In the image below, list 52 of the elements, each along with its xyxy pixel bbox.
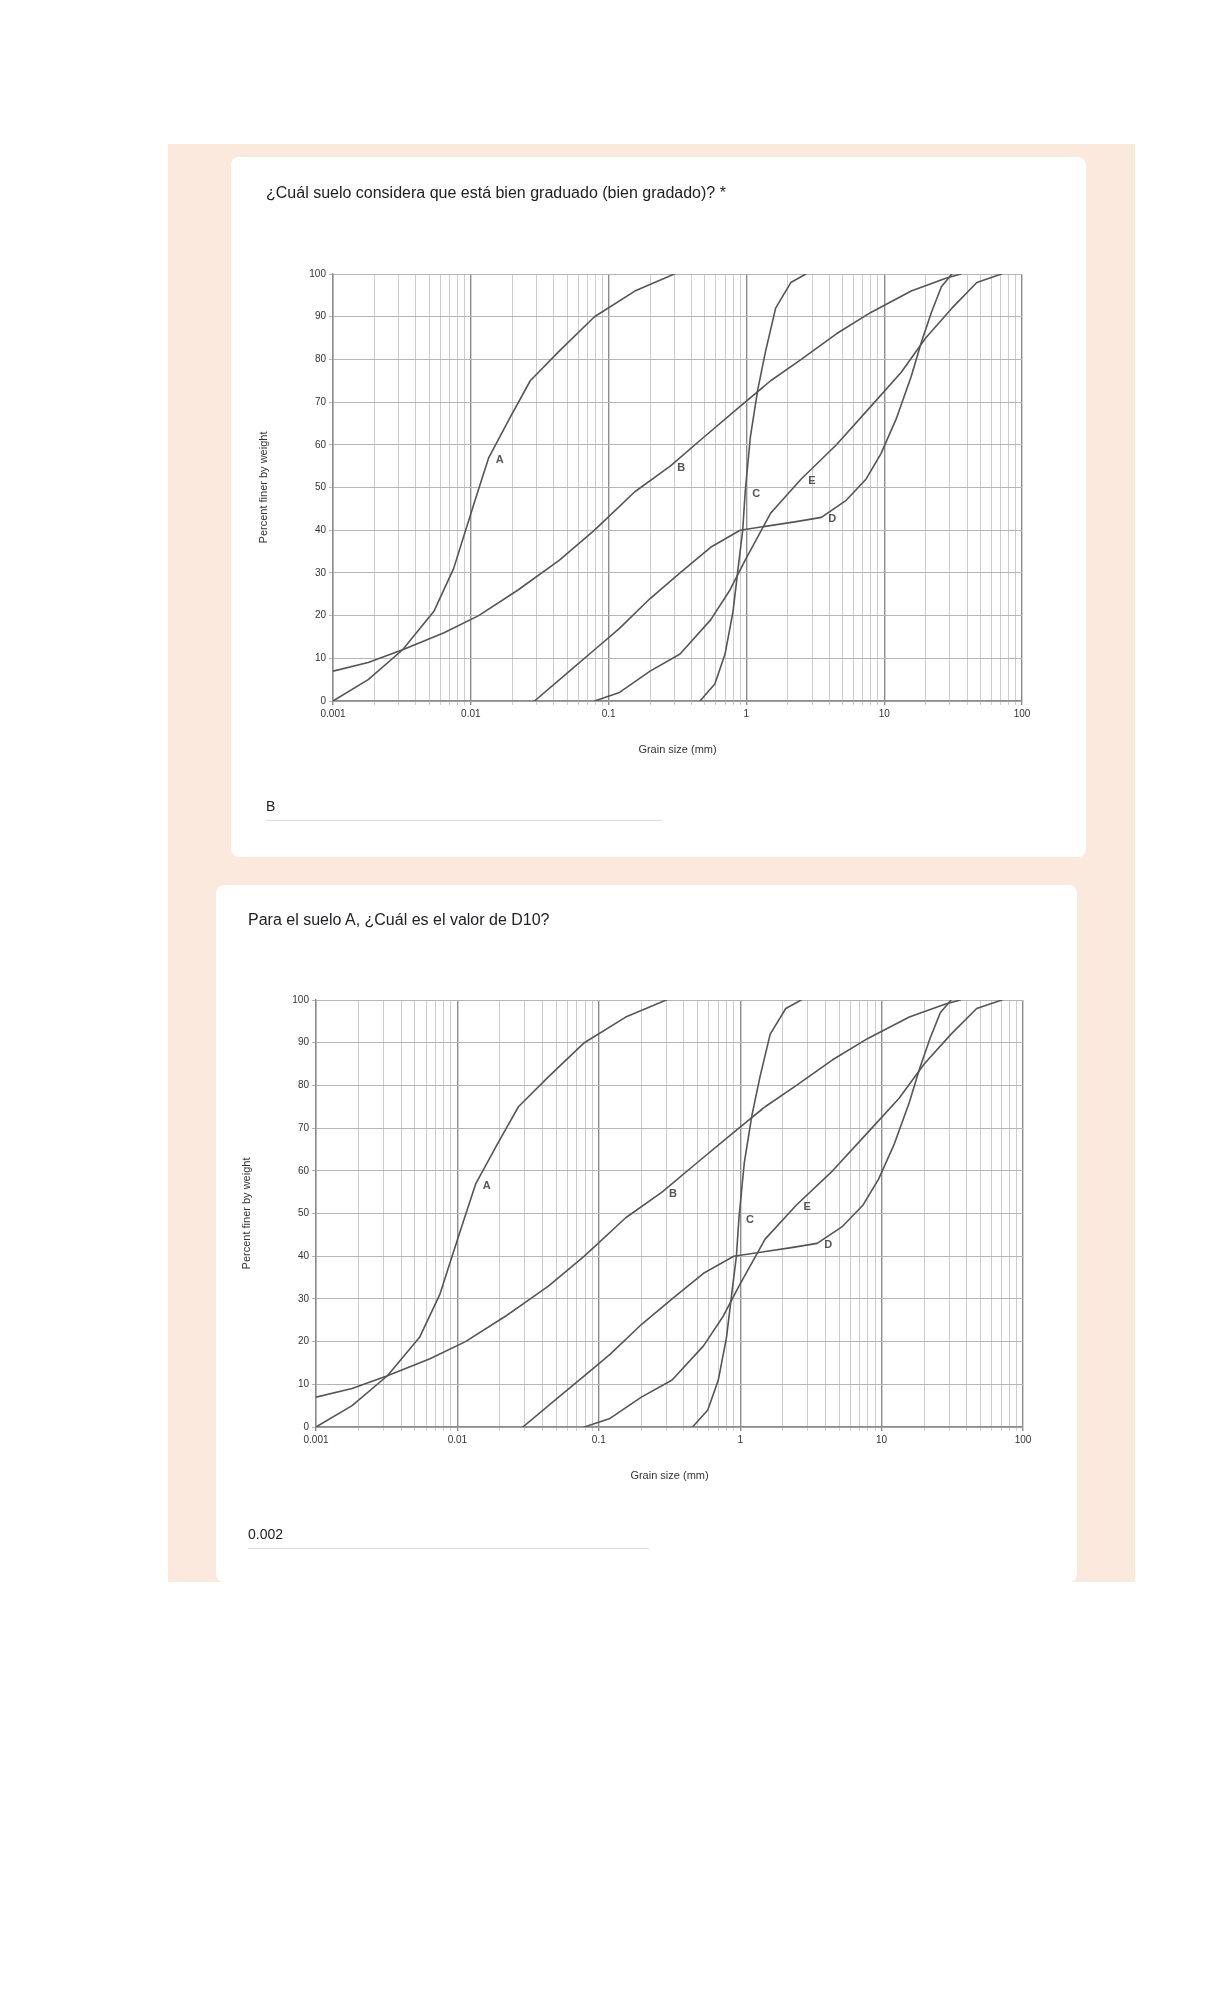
x-tick-label: 0.1 bbox=[601, 707, 616, 719]
series-label: A bbox=[482, 1178, 491, 1191]
series-label: C bbox=[745, 1212, 754, 1225]
y-tick-label: 30 bbox=[314, 566, 327, 578]
y-tick-label: 70 bbox=[297, 1121, 310, 1133]
x-tick-label: 0.1 bbox=[591, 1433, 607, 1445]
x-tick-label: 0.01 bbox=[447, 1433, 468, 1445]
y-tick-label: 10 bbox=[297, 1378, 310, 1390]
y-tick-label: 30 bbox=[297, 1292, 310, 1304]
y-tick-label: 40 bbox=[314, 523, 327, 535]
y-tick-label: 20 bbox=[314, 609, 327, 621]
series-label: C bbox=[752, 486, 761, 499]
y-tick-label: 0 bbox=[303, 1420, 310, 1432]
y-tick-label: 20 bbox=[297, 1335, 310, 1347]
x-axis-title: Grain size (mm) bbox=[630, 1469, 709, 1482]
y-tick-label: 0 bbox=[320, 694, 327, 706]
x-tick-label: 0.001 bbox=[303, 1433, 329, 1445]
y-tick-label: 10 bbox=[314, 652, 327, 664]
x-tick-label: 0.001 bbox=[320, 707, 346, 719]
chart-title: Para el suelo A, ¿Cuál es el valor de D10? bbox=[248, 911, 550, 929]
y-tick-label: 70 bbox=[314, 395, 327, 407]
chart-title: ¿Cuál suelo considera que está bien graduado (bien gradado)? * bbox=[266, 184, 726, 202]
y-axis-title: Percent finer by weight bbox=[239, 1157, 252, 1270]
series-label: B bbox=[677, 461, 686, 474]
x-tick-label: 100 bbox=[1014, 1433, 1032, 1445]
x-tick-label: 100 bbox=[1013, 707, 1031, 719]
y-tick-label: 80 bbox=[314, 353, 327, 365]
y-tick-label: 80 bbox=[297, 1079, 310, 1091]
text: 0.002 bbox=[248, 1526, 649, 1549]
x-tick-label: 0.01 bbox=[461, 707, 481, 719]
series-label: D bbox=[828, 512, 837, 525]
series-label: B bbox=[669, 1187, 678, 1200]
y-tick-label: 90 bbox=[297, 1036, 310, 1048]
y-tick-label: 100 bbox=[309, 267, 327, 279]
x-tick-label: 10 bbox=[878, 707, 891, 719]
x-axis-title: Grain size (mm) bbox=[638, 743, 717, 756]
y-axis-title: Percent finer by weight bbox=[256, 431, 269, 544]
text: B bbox=[266, 798, 662, 821]
y-tick-label: 50 bbox=[297, 1207, 310, 1219]
y-tick-label: 90 bbox=[314, 310, 327, 322]
series-label: E bbox=[808, 473, 816, 486]
y-tick-label: 100 bbox=[292, 993, 310, 1005]
series-label: D bbox=[824, 1238, 833, 1251]
series-label: A bbox=[495, 452, 504, 465]
y-tick-label: 60 bbox=[314, 438, 327, 450]
y-tick-label: 60 bbox=[297, 1164, 310, 1176]
x-tick-label: 1 bbox=[743, 707, 750, 719]
x-tick-label: 1 bbox=[737, 1433, 744, 1445]
y-tick-label: 50 bbox=[314, 481, 327, 493]
series-label: E bbox=[803, 1199, 811, 1212]
x-tick-label: 10 bbox=[876, 1433, 888, 1445]
y-tick-label: 40 bbox=[297, 1249, 310, 1261]
